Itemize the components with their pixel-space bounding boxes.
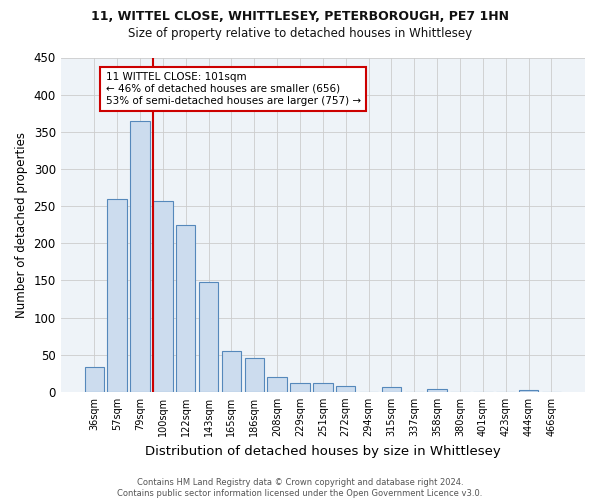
Bar [107, 198, 127, 392]
Bar [313, 383, 332, 392]
Text: 11 WITTEL CLOSE: 101sqm
← 46% of detached houses are smaller (656)
53% of semi-d: 11 WITTEL CLOSE: 101sqm ← 46% of detache… [106, 72, 361, 106]
Text: Contains HM Land Registry data © Crown copyright and database right 2024.
Contai: Contains HM Land Registry data © Crown c… [118, 478, 482, 498]
Bar [268, 377, 287, 392]
X-axis label: Distribution of detached houses by size in Whittlesey: Distribution of detached houses by size … [145, 444, 501, 458]
Bar [245, 358, 264, 392]
Bar [382, 388, 401, 392]
Bar [336, 386, 355, 392]
Bar [519, 390, 538, 392]
Bar [85, 368, 104, 392]
Bar [221, 351, 241, 392]
Bar [290, 383, 310, 392]
Y-axis label: Number of detached properties: Number of detached properties [15, 132, 28, 318]
Bar [176, 224, 196, 392]
Bar [153, 201, 173, 392]
Bar [427, 389, 447, 392]
Text: Size of property relative to detached houses in Whittlesey: Size of property relative to detached ho… [128, 28, 472, 40]
Bar [199, 282, 218, 392]
Bar [130, 120, 149, 392]
Text: 11, WITTEL CLOSE, WHITTLESEY, PETERBOROUGH, PE7 1HN: 11, WITTEL CLOSE, WHITTLESEY, PETERBOROU… [91, 10, 509, 23]
